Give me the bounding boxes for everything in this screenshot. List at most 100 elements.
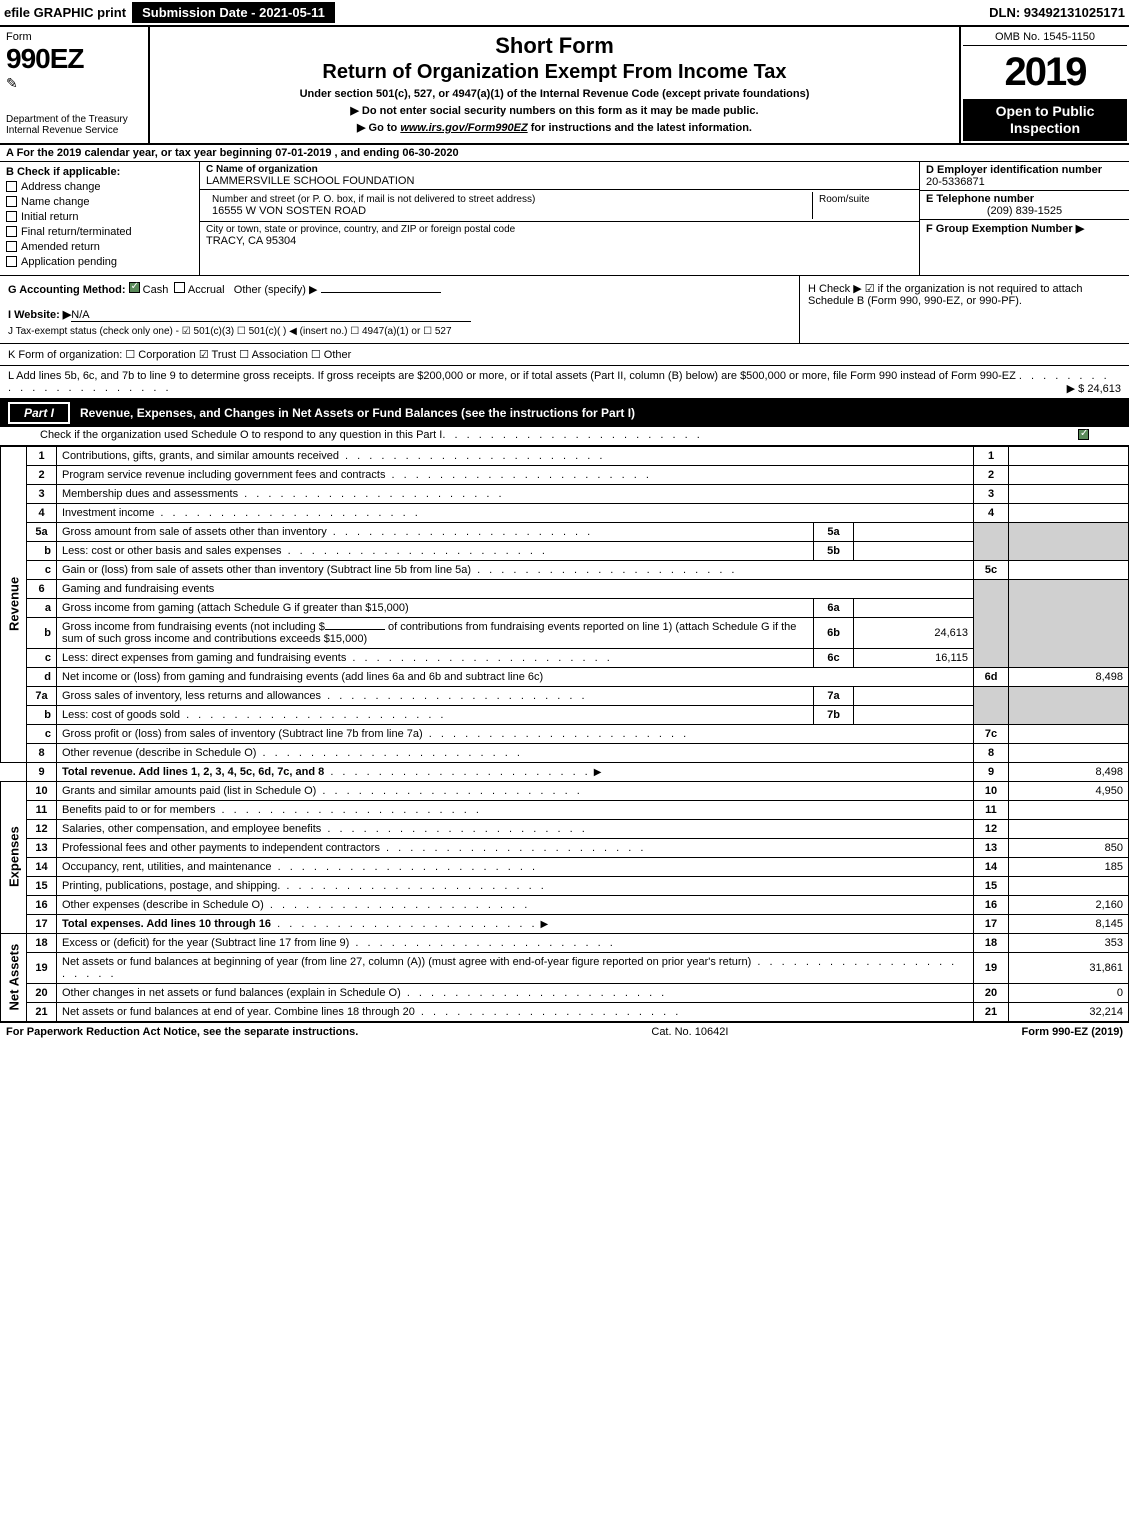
line-i: I Website: ▶N/A [8, 308, 791, 322]
chk-accrual[interactable] [174, 282, 185, 293]
tax-year: 2019 [963, 46, 1127, 99]
tel-label: E Telephone number [926, 193, 1123, 205]
subtitle-3: ▶ Go to www.irs.gov/Form990EZ for instru… [158, 121, 951, 134]
tel-value: (209) 839-1525 [926, 205, 1123, 217]
part-1-table: Revenue 1 Contributions, gifts, grants, … [0, 446, 1129, 1023]
city-value: TRACY, CA 95304 [206, 235, 913, 247]
chk-name-change[interactable] [6, 196, 17, 207]
line-g: G Accounting Method: Cash Accrual Other … [8, 282, 791, 296]
ein-label: D Employer identification number [926, 164, 1123, 176]
ln5b-desc: Less: cost or other basis and sales expe… [62, 545, 282, 557]
ln6-desc: Gaming and fundraising events [62, 583, 214, 595]
ln6b-val: 24,613 [854, 617, 974, 648]
ein-value: 20-5336871 [926, 176, 1123, 188]
ln10-desc: Grants and similar amounts paid (list in… [62, 785, 316, 797]
ln1-box: 1 [974, 446, 1009, 465]
side-revenue: Revenue [1, 446, 27, 762]
ln16-desc: Other expenses (describe in Schedule O) [62, 899, 264, 911]
ln3-desc: Membership dues and assessments [62, 488, 238, 500]
ln9-desc: Total revenue. Add lines 1, 2, 3, 4, 5c,… [62, 766, 324, 778]
form-number: 990EZ [6, 43, 142, 75]
ln7a-desc: Gross sales of inventory, less returns a… [62, 690, 321, 702]
ln13-desc: Professional fees and other payments to … [62, 842, 380, 854]
box-b-title: B Check if applicable: [6, 166, 193, 178]
ln13-val: 850 [1009, 838, 1129, 857]
ln5a-desc: Gross amount from sale of assets other t… [62, 526, 327, 538]
ln6b-desc-pre: Gross income from fundraising events (no… [62, 621, 325, 633]
ln1-val [1009, 446, 1129, 465]
ln6c-desc: Less: direct expenses from gaming and fu… [62, 652, 346, 664]
ln2-desc: Program service revenue including govern… [62, 469, 385, 481]
footer-left: For Paperwork Reduction Act Notice, see … [6, 1026, 358, 1038]
part-1-sub: Check if the organization used Schedule … [0, 427, 1129, 446]
subtitle-1: Under section 501(c), 527, or 4947(a)(1)… [158, 88, 951, 100]
footer-right: Form 990-EZ (2019) [1022, 1026, 1123, 1038]
section-g-h: G Accounting Method: Cash Accrual Other … [0, 276, 1129, 344]
ln1-num: 1 [27, 446, 57, 465]
ln11-desc: Benefits paid to or for members [62, 804, 215, 816]
dln-label: DLN: 93492131025171 [989, 5, 1125, 20]
group-exemption-label: F Group Exemption Number ▶ [926, 222, 1123, 235]
part-1-title: Revenue, Expenses, and Changes in Net As… [80, 406, 635, 420]
chk-pending[interactable] [6, 256, 17, 267]
side-expenses: Expenses [1, 781, 27, 933]
part-1-label: Part I [8, 402, 70, 424]
ln1-desc: Contributions, gifts, grants, and simila… [62, 450, 339, 462]
side-net-assets: Net Assets [1, 933, 27, 1022]
ln17-val: 8,145 [1009, 914, 1129, 933]
addr-label: Number and street (or P. O. box, if mail… [212, 194, 806, 205]
org-name: LAMMERSVILLE SCHOOL FOUNDATION [206, 175, 913, 187]
room-label: Room/suite [819, 194, 907, 205]
page-footer: For Paperwork Reduction Act Notice, see … [0, 1023, 1129, 1041]
top-bar: efile GRAPHIC print Submission Date - 20… [0, 0, 1129, 27]
footer-center: Cat. No. 10642I [358, 1026, 1021, 1038]
chk-schedule-o[interactable] [1078, 429, 1089, 440]
ln19-val: 31,861 [1009, 952, 1129, 983]
title-return: Return of Organization Exempt From Incom… [158, 61, 951, 84]
line-k: K Form of organization: ☐ Corporation ☑ … [0, 344, 1129, 366]
dept-treasury: Department of the Treasury [6, 114, 142, 125]
ln18-desc: Excess or (deficit) for the year (Subtra… [62, 937, 349, 949]
ln19-desc: Net assets or fund balances at beginning… [62, 956, 751, 968]
subtitle-2: ▶ Do not enter social security numbers o… [158, 104, 951, 117]
ln7c-desc: Gross profit or (loss) from sales of inv… [62, 728, 423, 740]
org-name-label: C Name of organization [206, 164, 913, 175]
ln6d-val: 8,498 [1009, 667, 1129, 686]
ln16-val: 2,160 [1009, 895, 1129, 914]
form-word: Form [6, 31, 142, 43]
irs-label: Internal Revenue Service [6, 125, 142, 136]
ln7b-desc: Less: cost of goods sold [62, 709, 180, 721]
chk-amended[interactable] [6, 241, 17, 252]
irs-link[interactable]: www.irs.gov/Form990EZ [400, 122, 527, 134]
ln12-desc: Salaries, other compensation, and employ… [62, 823, 321, 835]
ln14-val: 185 [1009, 857, 1129, 876]
line-h: H Check ▶ ☑ if the organization is not r… [799, 276, 1129, 343]
ln20-desc: Other changes in net assets or fund bala… [62, 987, 401, 999]
city-label: City or town, state or province, country… [206, 224, 913, 235]
addr-value: 16555 W VON SOSTEN ROAD [212, 205, 806, 217]
chk-cash[interactable] [129, 282, 140, 293]
open-to-public: Open to Public Inspection [963, 99, 1127, 141]
omb-number: OMB No. 1545-1150 [963, 29, 1127, 46]
ln18-val: 353 [1009, 933, 1129, 952]
ln4-desc: Investment income [62, 507, 154, 519]
box-d-e-f: D Employer identification number 20-5336… [919, 162, 1129, 275]
ln15-desc: Printing, publications, postage, and shi… [62, 880, 280, 892]
ln21-val: 32,214 [1009, 1002, 1129, 1022]
chk-address-change[interactable] [6, 181, 17, 192]
ln9-val: 8,498 [1009, 762, 1129, 781]
ln8-desc: Other revenue (describe in Schedule O) [62, 747, 256, 759]
submission-date-button[interactable]: Submission Date - 2021-05-11 [132, 2, 335, 23]
ln21-desc: Net assets or fund balances at end of ye… [62, 1006, 415, 1018]
part-1-header: Part I Revenue, Expenses, and Changes in… [0, 399, 1129, 427]
ln5c-desc: Gain or (loss) from sale of assets other… [62, 564, 471, 576]
line-j: J Tax-exempt status (check only one) - ☑… [8, 326, 791, 337]
ln6a-desc: Gross income from gaming (attach Schedul… [62, 602, 409, 614]
chk-initial-return[interactable] [6, 211, 17, 222]
ln14-desc: Occupancy, rent, utilities, and maintena… [62, 861, 272, 873]
website-value: N/A [71, 309, 471, 322]
title-short-form: Short Form [158, 33, 951, 59]
chk-final-return[interactable] [6, 226, 17, 237]
ln6c-val: 16,115 [854, 648, 974, 667]
ln17-desc: Total expenses. Add lines 10 through 16 [62, 918, 271, 930]
